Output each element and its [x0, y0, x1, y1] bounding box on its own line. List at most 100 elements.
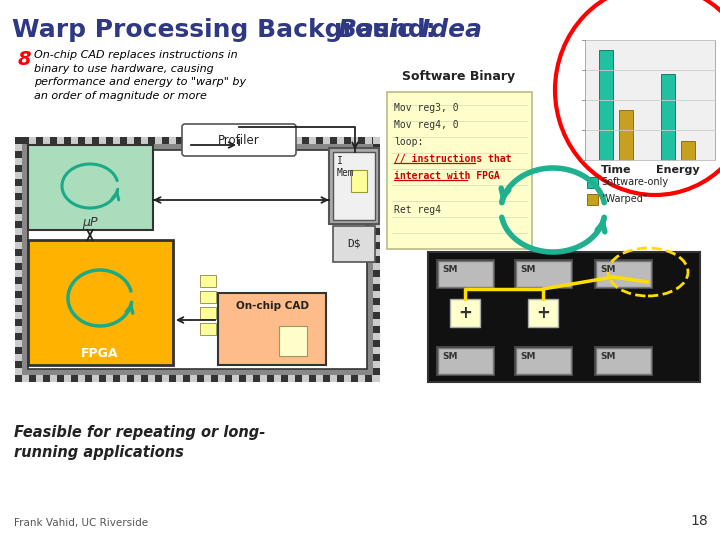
- Bar: [99, 137, 106, 144]
- Bar: [333, 226, 375, 262]
- Bar: [373, 340, 380, 347]
- Bar: [218, 293, 326, 365]
- Bar: [330, 375, 337, 382]
- Bar: [15, 319, 22, 326]
- Bar: [155, 137, 162, 144]
- Bar: [302, 375, 309, 382]
- Text: SM: SM: [600, 265, 616, 274]
- Bar: [127, 137, 134, 144]
- Bar: [281, 137, 288, 144]
- Bar: [358, 137, 365, 144]
- Bar: [204, 137, 211, 144]
- Bar: [29, 375, 36, 382]
- Bar: [372, 137, 379, 144]
- Text: Mov reg4, 0: Mov reg4, 0: [394, 120, 459, 130]
- Bar: [15, 193, 22, 200]
- Bar: [344, 375, 351, 382]
- Bar: [373, 284, 380, 291]
- Bar: [15, 284, 22, 291]
- Bar: [113, 375, 120, 382]
- Bar: [176, 375, 183, 382]
- Bar: [169, 137, 176, 144]
- Bar: [92, 137, 99, 144]
- Bar: [351, 137, 358, 144]
- Bar: [15, 354, 22, 361]
- Bar: [36, 375, 43, 382]
- Bar: [162, 375, 169, 382]
- Bar: [514, 346, 573, 376]
- Bar: [373, 179, 380, 186]
- Bar: [190, 375, 197, 382]
- Bar: [373, 228, 380, 235]
- Bar: [373, 361, 380, 368]
- Bar: [134, 375, 141, 382]
- Bar: [330, 137, 337, 144]
- Bar: [15, 340, 22, 347]
- Bar: [106, 375, 113, 382]
- Bar: [373, 305, 380, 312]
- Bar: [267, 375, 274, 382]
- Text: Time: Time: [600, 165, 631, 175]
- Text: Frank Vahid, UC Riverside: Frank Vahid, UC Riverside: [14, 518, 148, 528]
- Bar: [323, 137, 330, 144]
- Bar: [15, 158, 22, 165]
- Bar: [28, 240, 173, 365]
- Bar: [15, 242, 22, 249]
- Bar: [15, 221, 22, 228]
- Bar: [295, 375, 302, 382]
- Bar: [333, 152, 375, 220]
- Text: SM: SM: [442, 265, 457, 274]
- Text: μP: μP: [82, 216, 98, 229]
- FancyBboxPatch shape: [279, 326, 307, 356]
- Bar: [232, 137, 239, 144]
- Bar: [373, 333, 380, 340]
- Bar: [225, 375, 232, 382]
- Bar: [288, 137, 295, 144]
- Bar: [106, 137, 113, 144]
- Text: 18: 18: [690, 514, 708, 528]
- Bar: [438, 261, 493, 287]
- Bar: [15, 277, 22, 284]
- Bar: [200, 323, 216, 335]
- Bar: [260, 375, 267, 382]
- Bar: [260, 137, 267, 144]
- Bar: [15, 137, 380, 382]
- Bar: [148, 375, 155, 382]
- Bar: [15, 137, 22, 144]
- Bar: [64, 375, 71, 382]
- Bar: [373, 319, 380, 326]
- Bar: [599, 50, 613, 160]
- Bar: [450, 299, 480, 327]
- Bar: [587, 177, 598, 188]
- Bar: [15, 375, 22, 382]
- Text: interact with FPGA: interact with FPGA: [394, 171, 500, 181]
- Bar: [232, 375, 239, 382]
- FancyBboxPatch shape: [387, 92, 532, 249]
- Bar: [15, 186, 22, 193]
- Bar: [200, 275, 216, 287]
- Bar: [15, 137, 22, 144]
- Bar: [218, 137, 225, 144]
- Bar: [120, 137, 127, 144]
- Bar: [436, 259, 495, 289]
- Bar: [15, 200, 22, 207]
- Text: SM: SM: [600, 352, 616, 361]
- Bar: [15, 214, 22, 221]
- Text: loop:: loop:: [394, 137, 423, 147]
- Bar: [15, 270, 22, 277]
- Bar: [516, 261, 571, 287]
- Bar: [373, 165, 380, 172]
- Bar: [15, 207, 22, 214]
- Bar: [155, 375, 162, 382]
- Bar: [15, 333, 22, 340]
- Text: Profiler: Profiler: [218, 133, 260, 146]
- Bar: [661, 73, 675, 160]
- Bar: [15, 235, 22, 242]
- Bar: [373, 270, 380, 277]
- Bar: [428, 252, 700, 382]
- Bar: [358, 375, 365, 382]
- Text: Ret reg4: Ret reg4: [394, 205, 441, 215]
- Text: I
Mem: I Mem: [337, 156, 355, 178]
- Bar: [71, 137, 78, 144]
- Bar: [373, 172, 380, 179]
